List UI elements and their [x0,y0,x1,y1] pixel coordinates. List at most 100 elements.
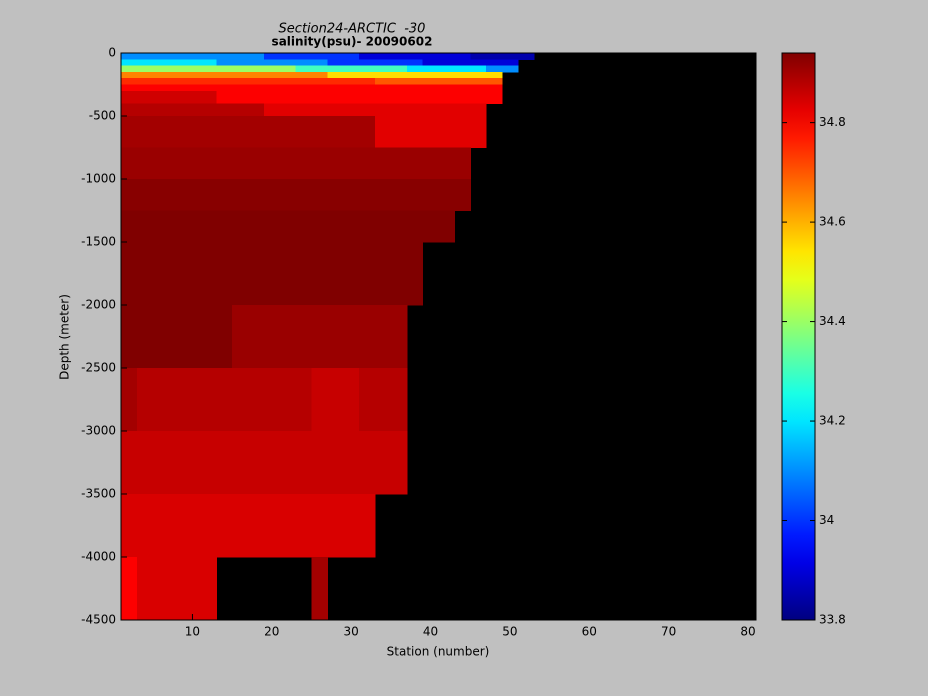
x-tick-label: 50 [502,625,517,639]
cell [248,210,265,243]
cell [232,210,249,243]
cell [279,305,297,369]
cell [168,116,185,148]
cell [486,71,503,79]
cell [295,368,312,432]
cell [216,103,233,117]
cell [216,84,233,92]
cell [263,368,281,432]
cell [311,179,328,211]
cell [152,65,170,73]
cell [295,71,312,79]
cell [422,103,439,117]
cell [375,179,392,211]
cell [184,179,201,211]
cell [232,90,249,104]
cell [200,305,217,369]
cell [216,368,233,432]
cell [454,53,471,60]
cell [422,53,439,60]
cell [295,84,312,92]
cell [216,65,233,73]
cell [375,65,392,73]
cell [184,78,201,85]
cell [279,116,297,148]
cell [136,90,154,104]
chart-subtitle: salinity(psu)- 20090602 [272,35,433,49]
cell [248,147,265,180]
cell [263,78,281,85]
cell [470,84,487,92]
cell [390,103,408,117]
cell [248,103,265,117]
cell [121,59,138,67]
cell [121,71,138,79]
cell [216,71,233,79]
cell [152,305,170,369]
cell [406,90,424,104]
cell [279,210,297,243]
cell [152,147,170,180]
cell [121,147,138,180]
cell [295,179,312,211]
cell [454,78,471,85]
cell [311,147,328,180]
cell [136,210,154,243]
cell [168,65,185,73]
cell [470,59,487,67]
cell [311,53,328,60]
cell [486,84,503,92]
cell [232,65,249,73]
cell [327,78,344,85]
cell [200,210,217,243]
cell [232,71,249,79]
cell [200,368,217,432]
cell [152,368,170,432]
cell [121,78,138,85]
cell [311,368,328,432]
cell [152,431,170,495]
cell [168,210,185,243]
y-tick-label: -2500 [81,361,116,375]
cell [200,71,217,79]
cell [168,71,185,79]
cell [168,557,185,621]
cell [295,494,312,558]
x-tick-label: 30 [344,625,359,639]
cell [121,84,138,92]
y-tick-label: -3500 [81,487,116,501]
cell [136,305,154,369]
cell [279,242,297,306]
x-tick-label: 20 [264,625,279,639]
cell [359,179,376,211]
cell [295,53,312,60]
cell [121,494,138,558]
cell [486,90,503,104]
cell [390,65,408,73]
cell [343,103,360,117]
cell [311,103,328,117]
cell [422,179,439,211]
cell [311,494,328,558]
cell [327,84,344,92]
cell [152,494,170,558]
colorbar-tick-label: 33.8 [819,613,846,627]
cell [406,71,424,79]
cell [311,90,328,104]
cell [438,210,455,243]
cell [152,242,170,306]
cell [263,431,281,495]
cell [279,179,297,211]
cell [248,305,265,369]
cell [216,305,233,369]
cell [343,78,360,85]
cell [438,103,455,117]
cell [311,65,328,73]
cell [454,65,471,73]
cell [454,147,471,180]
cell [375,431,392,495]
cell [263,179,281,211]
cell [200,78,217,85]
cell [279,103,297,117]
cell [121,179,138,211]
